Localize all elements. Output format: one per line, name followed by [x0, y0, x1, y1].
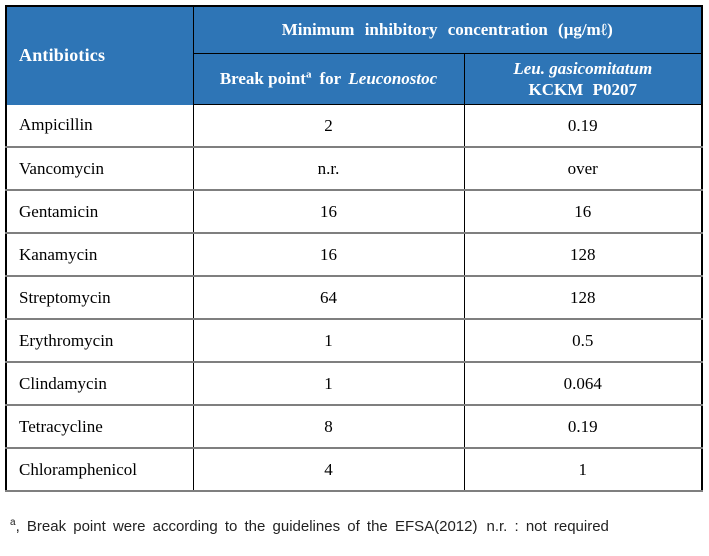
- header-mic-title: Minimum inhibitory concentration (μg/mℓ): [192, 6, 702, 54]
- cell-break-point: 8: [192, 405, 464, 449]
- cell-mic: 0.19: [463, 104, 702, 148]
- strain-species: Leu. gasicomitatum: [513, 58, 653, 78]
- header-row-1: Antibiotics Minimum inhibitory concentra…: [5, 6, 702, 105]
- cell-break-point: 16: [192, 190, 464, 234]
- footnote-nr-note: n.r. : not required: [486, 518, 609, 535]
- cell-antibiotic: Kanamycin: [5, 233, 193, 277]
- table-row: Chloramphenicol 4 1: [5, 448, 702, 492]
- table-row: Vancomycin n.r. over: [5, 147, 702, 191]
- strain-code: KCKM P0207: [528, 80, 637, 99]
- cell-mic: 128: [463, 233, 702, 277]
- cell-break-point: n.r.: [192, 147, 464, 191]
- footnote-superscript: a: [10, 517, 16, 528]
- break-point-species: Leuconostoc: [348, 69, 438, 89]
- cell-antibiotic: Clindamycin: [5, 362, 193, 406]
- cell-antibiotic: Chloramphenicol: [5, 448, 193, 492]
- cell-antibiotic: Vancomycin: [5, 147, 193, 191]
- cell-break-point: 1: [192, 362, 464, 406]
- cell-antibiotic: Streptomycin: [5, 276, 193, 320]
- header-row-2: Break pointa for Leuconostoc Leu. gasicom…: [6, 53, 702, 105]
- table-row: Tetracycline 8 0.19: [5, 405, 702, 449]
- cell-break-point: 64: [192, 276, 464, 320]
- cell-mic: 0.19: [463, 405, 702, 449]
- table-row: Clindamycin 1 0.064: [5, 362, 702, 406]
- cell-break-point: 1: [192, 319, 464, 363]
- break-point-superscript: a: [305, 68, 312, 81]
- cell-antibiotic: Tetracycline: [5, 405, 193, 449]
- table-header: Antibiotics Minimum inhibitory concentra…: [5, 6, 702, 105]
- footnote-text: , Break point were according to the guid…: [15, 518, 478, 535]
- header-strain: Leu. gasicomitatum KCKM P0207: [463, 53, 702, 105]
- table-body: Ampicillin 2 0.19 Vancomycin n.r. over G…: [5, 104, 702, 492]
- cell-break-point: 4: [192, 448, 464, 492]
- cell-break-point: 2: [192, 104, 464, 148]
- break-point-label: Break point: [219, 69, 306, 89]
- header-antibiotics: Antibiotics: [5, 6, 193, 105]
- mic-table: Antibiotics Minimum inhibitory concentra…: [5, 5, 703, 492]
- cell-mic: 128: [463, 276, 702, 320]
- table-row: Ampicillin 2 0.19: [5, 104, 702, 148]
- cell-antibiotic: Gentamicin: [5, 190, 193, 234]
- cell-mic: 16: [463, 190, 702, 234]
- cell-antibiotic: Ampicillin: [5, 104, 193, 148]
- table-row: Streptomycin 64 128: [5, 276, 702, 320]
- break-point-mid: for: [319, 69, 342, 89]
- cell-break-point: 16: [192, 233, 464, 277]
- table-row: Erythromycin 1 0.5: [5, 319, 702, 363]
- cell-mic: 0.064: [463, 362, 702, 406]
- cell-mic: 1: [463, 448, 702, 492]
- footnote: a, Break point were according to the gui…: [10, 517, 709, 536]
- cell-mic: 0.5: [463, 319, 702, 363]
- cell-mic: over: [463, 147, 702, 191]
- cell-antibiotic: Erythromycin: [5, 319, 193, 363]
- table-row: Gentamicin 16 16: [5, 190, 702, 234]
- table-row: Kanamycin 16 128: [5, 233, 702, 277]
- header-break-point: Break pointa for Leuconostoc: [192, 53, 464, 105]
